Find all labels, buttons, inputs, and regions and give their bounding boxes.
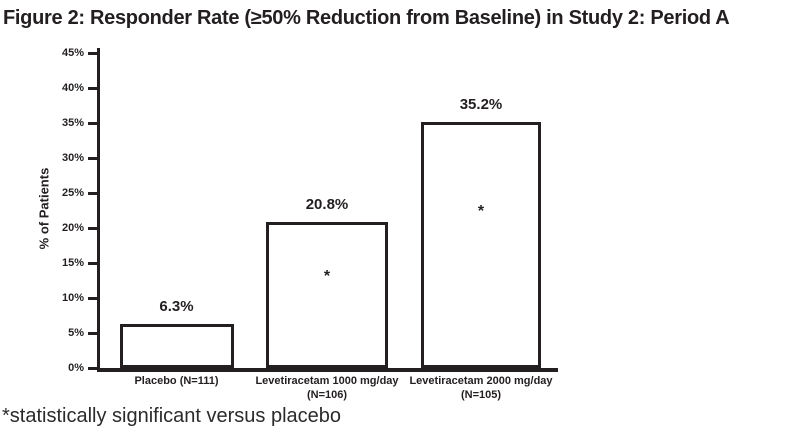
y-axis-tick [88,226,97,230]
y-axis-tick [88,331,97,335]
x-category-label: Levetiracetam 2000 mg/day (N=105) [409,375,553,401]
significance-footnote: *statistically significant versus placeb… [2,405,342,427]
y-axis-tick [88,261,97,265]
bar [266,222,388,368]
y-axis-tick-label: 0% [68,362,84,374]
y-axis-tick-label: 10% [61,292,84,304]
y-axis-tick [88,296,97,300]
y-axis-tick [88,366,97,370]
y-axis-tick-label: 30% [61,152,84,164]
plot-area: 0% 5% 10% 15% 20% 25% 30% 35% 40% 45% 6.3% 20.8% * 35… [62,47,558,374]
y-axis-tick-label: 25% [61,187,84,199]
figure-title: Figure 2: Responder Rate (≥50% Reduction… [3,7,730,29]
y-axis-tick [88,191,97,195]
bar [119,323,234,368]
significance-asterisk-icon: * [477,203,485,221]
y-axis-tick [88,51,97,55]
y-axis-label-container: % of Patients [28,48,60,368]
x-category-label: Levetiracetam 1000 mg/day (N=106) [255,375,399,401]
bar-value-label: 20.8% [305,196,349,214]
significance-asterisk-icon: * [323,267,331,285]
y-axis-tick [88,156,97,160]
y-axis-tick-label: 40% [61,82,84,94]
y-axis-tick [88,86,97,90]
y-axis-tick-label: 20% [61,222,84,234]
bar-value-label: 6.3% [159,297,194,315]
y-axis-tick [88,121,97,125]
y-axis-label: % of Patients [36,167,52,249]
bar [421,121,541,368]
y-axis-tick-label: 35% [61,117,84,129]
y-axis-tick-label: 15% [61,257,84,269]
y-axis-tick-label: 5% [68,327,84,339]
x-category-label: Placebo (N=111) [134,375,219,387]
y-axis-tick-label: 45% [61,47,84,59]
bar-value-label: 35.2% [459,95,503,113]
